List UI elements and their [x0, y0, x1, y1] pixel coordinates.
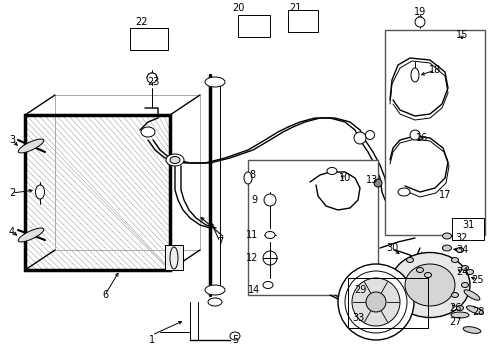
Ellipse shape: [424, 273, 430, 278]
Bar: [451, 218, 483, 240]
Ellipse shape: [442, 233, 450, 239]
Ellipse shape: [466, 306, 483, 314]
Text: 15: 15: [455, 30, 467, 40]
Ellipse shape: [456, 248, 463, 252]
Circle shape: [147, 73, 157, 83]
Ellipse shape: [416, 267, 423, 273]
Bar: [25, 115, 170, 270]
Ellipse shape: [170, 157, 180, 163]
Bar: [130, 28, 168, 50]
Text: 31: 31: [461, 220, 473, 230]
Bar: [238, 15, 269, 37]
Ellipse shape: [326, 167, 336, 175]
Ellipse shape: [36, 185, 44, 199]
Ellipse shape: [18, 228, 44, 242]
Text: 22: 22: [136, 17, 148, 27]
Ellipse shape: [461, 266, 468, 270]
Text: 8: 8: [248, 170, 255, 180]
Text: 3: 3: [9, 135, 15, 145]
Ellipse shape: [414, 17, 424, 27]
Ellipse shape: [410, 68, 418, 82]
Ellipse shape: [365, 131, 374, 140]
Bar: [164, 245, 183, 270]
Text: 14: 14: [247, 285, 260, 295]
Text: 19: 19: [413, 7, 425, 17]
Text: 18: 18: [428, 65, 440, 75]
Circle shape: [263, 251, 276, 265]
Bar: [347, 278, 427, 328]
Text: 11: 11: [245, 230, 258, 240]
Ellipse shape: [406, 257, 413, 262]
Ellipse shape: [204, 77, 224, 87]
Ellipse shape: [461, 283, 468, 288]
Text: 25: 25: [471, 275, 483, 285]
Ellipse shape: [389, 252, 469, 318]
Text: 28: 28: [471, 307, 483, 317]
Ellipse shape: [397, 188, 409, 196]
Ellipse shape: [450, 312, 468, 318]
Text: 24: 24: [455, 267, 467, 277]
Ellipse shape: [244, 172, 251, 184]
Text: 20: 20: [231, 3, 244, 13]
Ellipse shape: [442, 245, 450, 251]
Text: 26: 26: [448, 303, 460, 313]
Circle shape: [365, 292, 385, 312]
Ellipse shape: [404, 264, 454, 306]
Text: 4: 4: [9, 227, 15, 237]
Text: 21: 21: [288, 3, 301, 13]
Text: 2: 2: [9, 188, 15, 198]
Text: 27: 27: [448, 317, 460, 327]
Text: 9: 9: [251, 195, 258, 205]
Ellipse shape: [450, 257, 458, 262]
Ellipse shape: [263, 282, 272, 288]
Ellipse shape: [353, 132, 365, 144]
Text: 32: 32: [455, 233, 467, 243]
Ellipse shape: [204, 285, 224, 295]
Circle shape: [264, 194, 275, 206]
Bar: [347, 278, 427, 328]
Text: 13: 13: [365, 175, 377, 185]
Text: 10: 10: [338, 173, 350, 183]
Bar: [247, 160, 377, 295]
Circle shape: [351, 278, 399, 326]
Ellipse shape: [18, 139, 44, 153]
Text: 1: 1: [149, 335, 155, 345]
Ellipse shape: [165, 154, 183, 166]
Circle shape: [337, 264, 413, 340]
Ellipse shape: [141, 127, 155, 137]
Ellipse shape: [450, 292, 458, 297]
Text: 5: 5: [231, 335, 238, 345]
Ellipse shape: [456, 306, 463, 310]
Ellipse shape: [229, 332, 240, 340]
Text: 30: 30: [385, 243, 397, 253]
Text: 34: 34: [455, 245, 467, 255]
Text: 23: 23: [147, 77, 160, 87]
Text: 29: 29: [353, 285, 366, 295]
Ellipse shape: [264, 231, 274, 239]
Ellipse shape: [170, 247, 178, 269]
Ellipse shape: [466, 270, 472, 274]
Text: 7: 7: [217, 237, 223, 247]
Ellipse shape: [373, 179, 381, 187]
Bar: [384, 30, 484, 235]
Text: 17: 17: [438, 190, 450, 200]
Text: 12: 12: [245, 253, 258, 263]
Text: 6: 6: [102, 290, 108, 300]
Ellipse shape: [462, 327, 480, 333]
Bar: [287, 10, 317, 32]
Text: 33: 33: [351, 313, 364, 323]
Ellipse shape: [463, 290, 479, 300]
Ellipse shape: [409, 130, 419, 140]
Text: 16: 16: [415, 133, 427, 143]
Ellipse shape: [207, 298, 222, 306]
